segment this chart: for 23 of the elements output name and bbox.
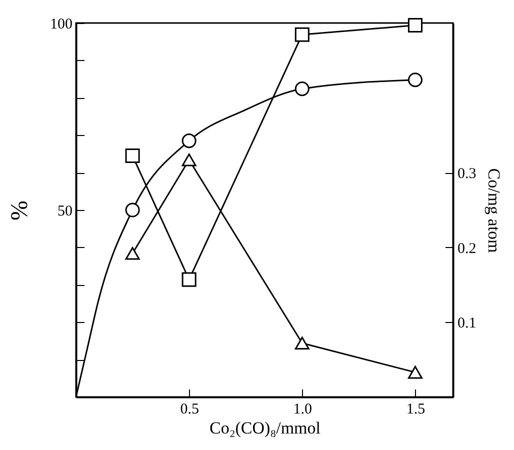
y-tick-label: 50 [58, 204, 72, 220]
point [294, 27, 310, 42]
y-tick-label: 100 [50, 16, 72, 32]
point [294, 82, 310, 96]
x-axis-title: Co₂(CO)₈/mmol [209, 418, 321, 438]
x-tick-label: 1.0 [293, 402, 312, 418]
y-axis-title: % [7, 200, 33, 220]
y2-tick-label: 0.3 [458, 166, 476, 182]
point [182, 272, 196, 287]
point [125, 202, 140, 218]
y2-axis-title: Co/mg atom [484, 168, 504, 253]
x-tick-label: 1.5 [406, 402, 426, 418]
x-tick-label: 0.5 [180, 402, 199, 418]
point [408, 72, 422, 88]
y2-tick-label: 0.1 [458, 316, 476, 332]
point [182, 153, 196, 166]
point [408, 18, 422, 33]
point [182, 134, 196, 148]
point [294, 336, 310, 350]
point [125, 246, 140, 260]
point [408, 366, 422, 379]
y2-tick-label: 0.2 [458, 240, 476, 257]
point [125, 148, 140, 164]
